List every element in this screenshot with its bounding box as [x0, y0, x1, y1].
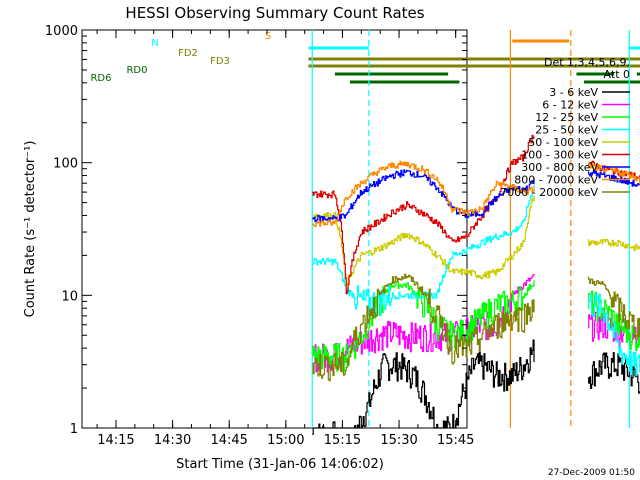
x-tick-label: 14:45 [210, 433, 247, 448]
flag-bars: N S FD2 FD3 RD0 RD6 [90, 31, 640, 84]
legend-label: 3 - 6 keV [549, 86, 598, 99]
x-axis-label: Start Time (31-Jan-06 14:06:02) [176, 457, 384, 472]
series-line [587, 293, 640, 377]
series-line [587, 238, 640, 251]
y-axis-label: Count Rate (s⁻¹ detector⁻¹) [23, 141, 38, 318]
series-line [587, 276, 640, 343]
y-tick-label: 1 [70, 422, 78, 437]
series-line [312, 184, 535, 317]
legend-label: 300 - 800 keV [521, 161, 598, 174]
flag-bar-label: S [265, 31, 271, 42]
x-tick-label: 15:30 [380, 433, 417, 448]
series-line [587, 290, 640, 355]
x-tick-label: 15:15 [324, 433, 361, 448]
series-line [312, 160, 535, 228]
series-line [312, 169, 535, 223]
series-line [312, 195, 535, 286]
flag-bar-label: FD2 [178, 48, 198, 59]
chart-title: HESSI Observing Summary Count Rates [125, 4, 424, 22]
y-tick-label: 100 [53, 157, 78, 172]
series-line [587, 170, 640, 187]
flag-bar-label: N [151, 38, 158, 49]
y-tick-label: 1000 [45, 24, 78, 39]
vertical-lines [311, 30, 630, 428]
flag-bar-label: RD6 [90, 73, 111, 84]
plot-frame [81, 29, 468, 429]
x-tick-label: 15:45 [437, 433, 474, 448]
legend-label: 25 - 50 keV [535, 124, 598, 137]
x-tick-label: 14:30 [154, 433, 191, 448]
legend-header-line: Det 1,3,4,5,6,9, [544, 56, 630, 69]
legend-label: 7000 - 20000 keV [500, 186, 598, 199]
legend-label: 50 - 100 keV [528, 136, 598, 149]
legend-label: 6 - 12 keV [542, 99, 598, 112]
flag-bar-label: RD0 [126, 65, 147, 76]
series-line [312, 273, 535, 382]
x-tick-label: 14:15 [97, 433, 134, 448]
series-line [587, 311, 640, 348]
series-line [587, 162, 640, 185]
series-lines [312, 134, 640, 435]
y-tick-label: 10 [61, 289, 78, 304]
legend-label: 800 - 7000 keV [514, 174, 598, 187]
x-tick-label: 15:00 [267, 433, 304, 448]
legend-header-line: Att 0 [604, 68, 630, 81]
legend-label: 100 - 300 keV [521, 149, 598, 162]
series-line [587, 352, 640, 394]
flag-bar-label: FD3 [210, 56, 230, 67]
axes: 1 10 100 1000 14:15 14:30 14:45 15:00 15:15 15:30… [45, 24, 475, 448]
legend-label: 12 - 25 keV [535, 111, 598, 124]
series-line [312, 339, 535, 435]
footer-date: 27-Dec-2009 01:50 [548, 468, 635, 478]
